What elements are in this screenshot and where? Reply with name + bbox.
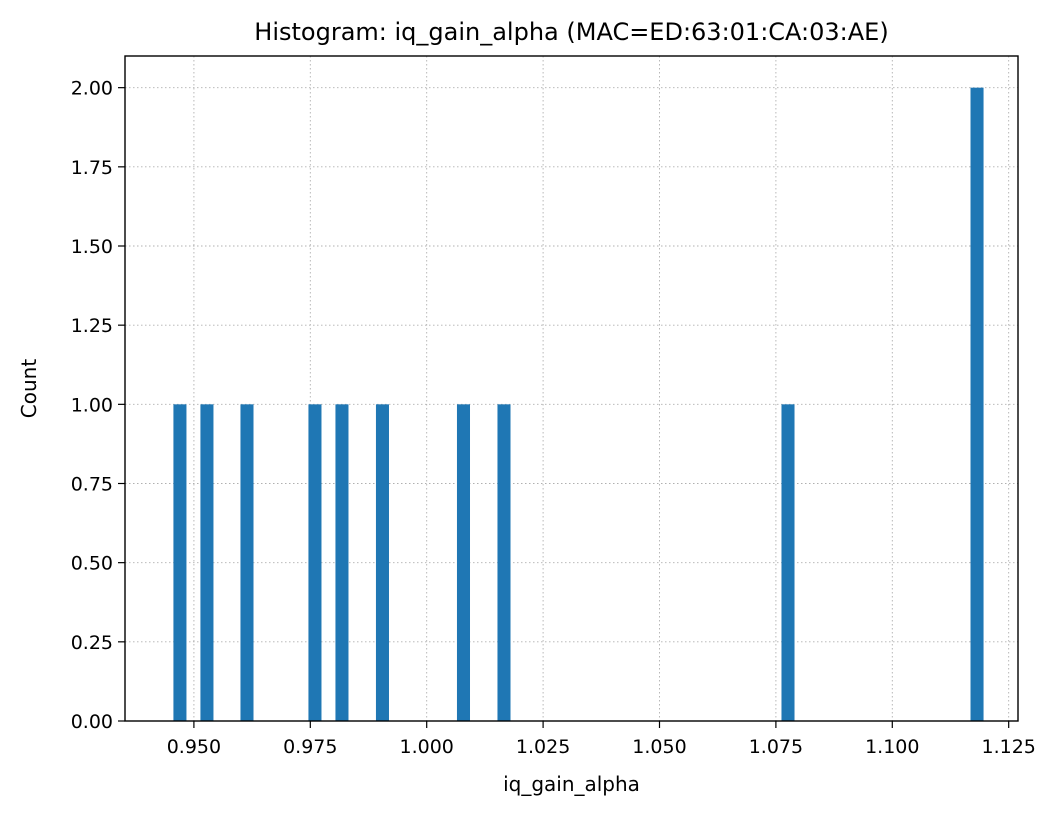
y-tick-label: 0.75 xyxy=(71,474,113,496)
y-tick-label: 2.00 xyxy=(71,78,113,100)
histogram-bar xyxy=(970,87,984,721)
grid-layer xyxy=(125,56,1018,722)
x-tick-label: 1.000 xyxy=(399,736,453,758)
y-tick-label: 0.50 xyxy=(71,553,113,575)
x-axis-label: iq_gain_alpha xyxy=(503,772,640,796)
y-tick-label: 0.00 xyxy=(71,711,113,733)
y-tick-label: 1.00 xyxy=(71,394,113,416)
x-tick-label: 1.025 xyxy=(516,736,570,758)
histogram-bar xyxy=(781,404,795,721)
x-tick-label: 1.100 xyxy=(865,736,919,758)
histogram-bar xyxy=(335,404,349,721)
x-tick-label: 0.950 xyxy=(167,736,221,758)
x-tick-label: 1.050 xyxy=(632,736,686,758)
y-tick-label: 1.25 xyxy=(71,315,113,337)
x-tick-label: 1.075 xyxy=(749,736,803,758)
y-tick-label: 1.50 xyxy=(71,236,113,258)
chart-title: Histogram: iq_gain_alpha (MAC=ED:63:01:C… xyxy=(254,18,888,46)
x-tick-label: 0.975 xyxy=(283,736,337,758)
y-tick-label: 1.75 xyxy=(71,157,113,179)
y-axis-ticks: 0.00 0.25 0.50 0.75 1.00 1.25 1.50 1.75 2.00 xyxy=(71,78,125,733)
histogram-bar xyxy=(375,404,389,721)
histogram-bar xyxy=(200,404,214,721)
histogram-bar xyxy=(173,404,187,721)
histogram-bar xyxy=(240,404,254,721)
histogram-bar xyxy=(497,404,511,721)
histogram-bar xyxy=(456,404,471,721)
histogram-bar xyxy=(308,404,322,721)
y-axis-label: Count xyxy=(17,359,41,419)
x-axis-ticks: 0.950 0.975 1.000 1.025 1.050 1.075 1.100 1.125 xyxy=(167,721,1036,758)
y-tick-label: 0.25 xyxy=(71,632,113,654)
x-tick-label: 1.125 xyxy=(981,736,1035,758)
bars-layer xyxy=(173,87,984,721)
plot-frame xyxy=(124,55,1019,722)
